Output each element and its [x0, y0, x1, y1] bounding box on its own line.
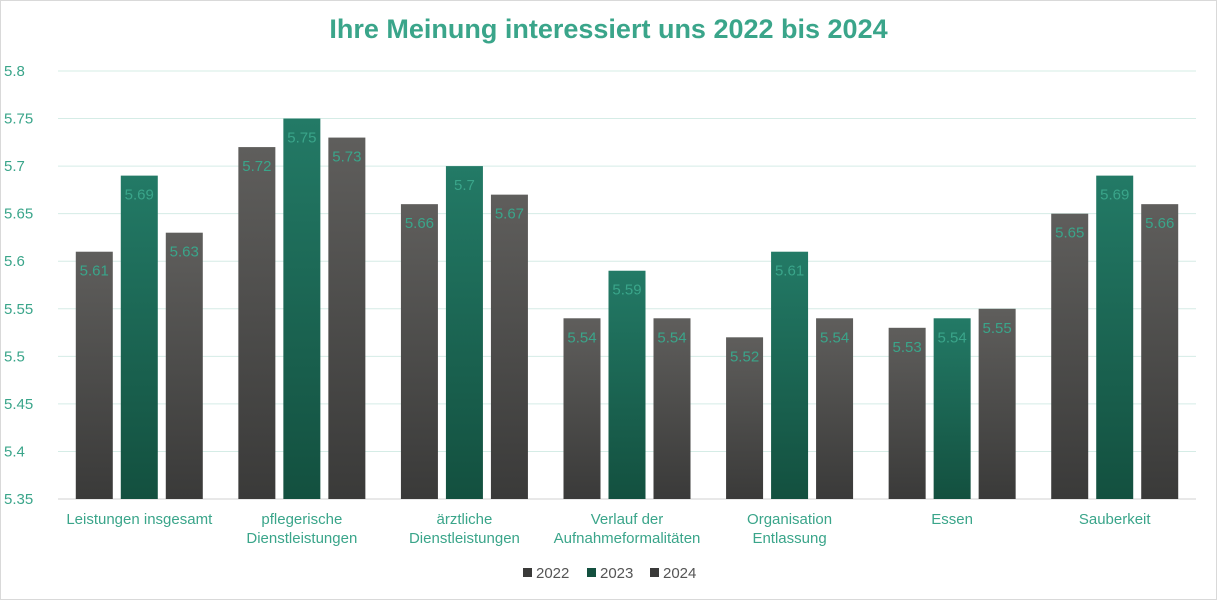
legend-label: 2023: [600, 565, 633, 582]
y-tick-label: 5.5: [4, 348, 25, 365]
bar-2022: [563, 318, 601, 499]
data-label: 5.61: [80, 263, 109, 280]
y-tick-label: 5.7: [4, 158, 25, 175]
category-label: pflegerische: [261, 511, 342, 528]
data-label: 5.66: [1145, 215, 1174, 232]
data-label: 5.7: [454, 177, 475, 194]
data-label: 5.67: [495, 206, 524, 223]
bar-2024: [816, 318, 854, 499]
chart-title: Ihre Meinung interessiert uns 2022 bis 2…: [329, 14, 888, 44]
category-label: Essen: [931, 511, 973, 528]
data-label: 5.54: [938, 329, 967, 346]
data-label: 5.75: [287, 130, 316, 147]
bar-2022: [238, 147, 276, 500]
category-label: Sauberkeit: [1079, 511, 1152, 528]
category-label: Verlauf der: [591, 511, 664, 528]
bar-2023: [283, 118, 321, 500]
bar-2024: [978, 308, 1016, 499]
y-tick-label: 5.55: [4, 301, 33, 318]
category-label: Dienstleistungen: [409, 530, 520, 547]
data-label: 5.53: [893, 339, 922, 356]
y-tick-label: 5.8: [4, 63, 25, 80]
data-label: 5.61: [775, 263, 804, 280]
category-label: Entlassung: [752, 530, 826, 547]
data-label: 5.59: [612, 282, 641, 299]
bar-2022: [75, 251, 113, 499]
data-label: 5.65: [1055, 225, 1084, 242]
data-label: 5.52: [730, 348, 759, 365]
data-label: 5.54: [820, 329, 849, 346]
category-label: Organisation: [747, 511, 832, 528]
legend-swatch-2023: [587, 568, 596, 577]
bars: [75, 118, 1179, 500]
y-tick-label: 5.4: [4, 443, 25, 460]
bar-2023: [445, 166, 483, 499]
bar-2023: [120, 175, 158, 499]
y-tick-label: 5.6: [4, 253, 25, 270]
category-label: Aufnahmeformalitäten: [554, 530, 701, 547]
bar-2023: [1096, 175, 1134, 499]
data-label: 5.66: [405, 215, 434, 232]
data-label: 5.55: [983, 320, 1012, 337]
category-label: ärztliche: [436, 511, 492, 528]
bar-2022: [726, 337, 764, 499]
category-labels: Leistungen insgesamt pflegerische Dienstle…: [66, 511, 1151, 547]
bar-2023: [933, 318, 971, 499]
data-label: 5.69: [125, 187, 154, 204]
y-axis-ticks: 5.35 5.4 5.45 5.5 5.55 5.6 5.65 5.7 5.75 5.8: [4, 63, 33, 508]
category-label: Leistungen insgesamt: [66, 511, 213, 528]
legend-label: 2024: [663, 565, 696, 582]
bar-2023: [608, 270, 646, 499]
bar-2022: [400, 204, 438, 499]
data-label: 5.73: [332, 149, 361, 166]
bar-2024: [653, 318, 691, 499]
data-label: 5.54: [657, 329, 686, 346]
data-label: 5.63: [170, 244, 199, 261]
data-label: 5.72: [242, 158, 271, 175]
data-label: 5.54: [567, 329, 596, 346]
y-tick-label: 5.45: [4, 396, 33, 413]
legend: 2022 2023 2024: [523, 565, 696, 582]
legend-swatch-2022: [523, 568, 532, 577]
y-tick-label: 5.65: [4, 206, 33, 223]
category-label: Dienstleistungen: [246, 530, 357, 547]
data-label: 5.69: [1100, 187, 1129, 204]
legend-label: 2022: [536, 565, 569, 582]
bar-2022: [888, 327, 926, 499]
legend-swatch-2024: [650, 568, 659, 577]
y-tick-label: 5.35: [4, 491, 33, 508]
bar-2022: [1051, 213, 1089, 499]
bar-2024: [490, 194, 528, 499]
bar-2024: [328, 137, 366, 500]
bar-2024: [1141, 204, 1179, 499]
bar-2024: [165, 232, 203, 499]
bar-2023: [771, 251, 809, 499]
y-tick-label: 5.75: [4, 111, 33, 128]
data-labels: 5.61 5.69 5.63 5.72 5.75 5.73 5.66 5.7 5.67 5.54 5…: [80, 130, 1175, 366]
